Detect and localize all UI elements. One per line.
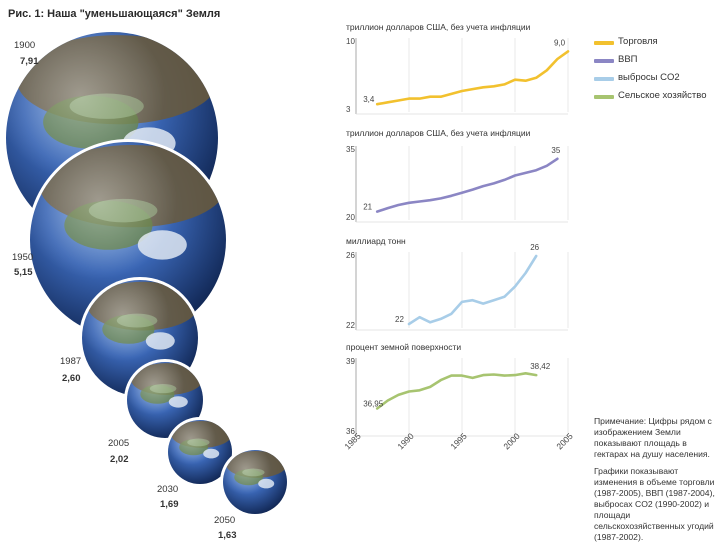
globes-illustration [3, 29, 290, 517]
globe-2050 [220, 447, 290, 517]
series-line [375, 371, 538, 410]
y-tick-label: 39 [346, 357, 355, 366]
chart-panel-4: процент земной поверхности 39 36 36,95 38,42 [346, 342, 569, 437]
globe-value-2005: 2,02 [110, 454, 129, 465]
start-value-label: 3,4 [363, 95, 375, 104]
x-tick-label: 2000 [501, 431, 522, 452]
chart-title: миллиард тонн [346, 236, 406, 246]
y-tick-label: 35 [346, 145, 355, 154]
chart-title: триллион долларов США, без учета инфляци… [346, 128, 531, 138]
globe-year-2005: 2005 [108, 438, 130, 449]
globe-shine [127, 362, 203, 438]
legend-swatch-trade [594, 41, 614, 45]
x-tick-label: 1990 [395, 431, 416, 452]
y-tick-label: 3 [346, 105, 351, 114]
globe-value-2050: 1,63 [218, 530, 237, 541]
globe-value-1987: 2,60 [62, 373, 81, 384]
x-tick-label: 2005 [554, 431, 575, 452]
globe-2030 [165, 417, 235, 487]
y-tick-label: 20 [346, 213, 355, 222]
series-line [407, 254, 538, 326]
end-value-label: 35 [551, 146, 560, 155]
note-text-charts: Графики показывают изменения в объеме то… [594, 466, 715, 542]
globe-shine [30, 142, 226, 338]
series-line [375, 157, 559, 213]
line-charts: триллион долларов США, без учета инфляци… [342, 22, 575, 452]
legend-swatch-gdp [594, 59, 614, 63]
start-value-label: 22 [395, 315, 404, 324]
globe-year-1900: 1900 [14, 40, 36, 51]
start-value-label: 36,95 [363, 399, 384, 408]
note-text: Примечание: Цифры рядом с изображением З… [594, 416, 712, 459]
globe-value-2030: 1,69 [160, 499, 179, 510]
legend-swatch-agri [594, 95, 614, 99]
globe-year-1950: 1950 [12, 252, 34, 263]
end-value-label: 38,42 [530, 362, 551, 371]
series-line [375, 50, 570, 106]
chart-panel-2: триллион долларов США, без учета инфляци… [346, 128, 569, 223]
figure-title: Рис. 1: Наша "уменьшающаяся" Земля [8, 8, 221, 20]
end-value-label: 9,0 [554, 38, 566, 47]
start-value-label: 21 [363, 203, 372, 212]
chart-panel-3: миллиард тонн 26 22 22 26 [346, 236, 569, 331]
end-value-label: 26 [530, 243, 539, 252]
globe-year-2030: 2030 [157, 484, 179, 495]
legend-label-agri: Сельское хозяйство [618, 90, 707, 101]
y-tick-label: 22 [346, 321, 355, 330]
y-tick-label: 10 [346, 37, 355, 46]
globe-year-2050: 2050 [214, 515, 236, 526]
chart-title: процент земной поверхности [346, 342, 461, 352]
chart-panel-1: триллион долларов США, без учета инфляци… [346, 22, 570, 115]
globe-value-1900: 7,91 [20, 56, 39, 67]
x-tick-label: 1995 [448, 431, 469, 452]
globe-2005 [124, 359, 206, 441]
y-tick-label: 26 [346, 251, 355, 260]
legend-label-trade: Торговля [618, 36, 658, 47]
globe-shine [223, 450, 287, 514]
legend-label-co2: выбросы CO2 [618, 72, 680, 83]
globe-1950 [27, 139, 229, 341]
globe-shine [168, 420, 232, 484]
globe-year-1987: 1987 [60, 356, 82, 367]
legend-swatch-co2 [594, 77, 614, 81]
legend-label-gdp: ВВП [618, 54, 638, 65]
chart-title: триллион долларов США, без учета инфляци… [346, 22, 531, 32]
globe-value-1950: 5,15 [14, 267, 33, 278]
y-tick-label: 36 [346, 427, 355, 436]
